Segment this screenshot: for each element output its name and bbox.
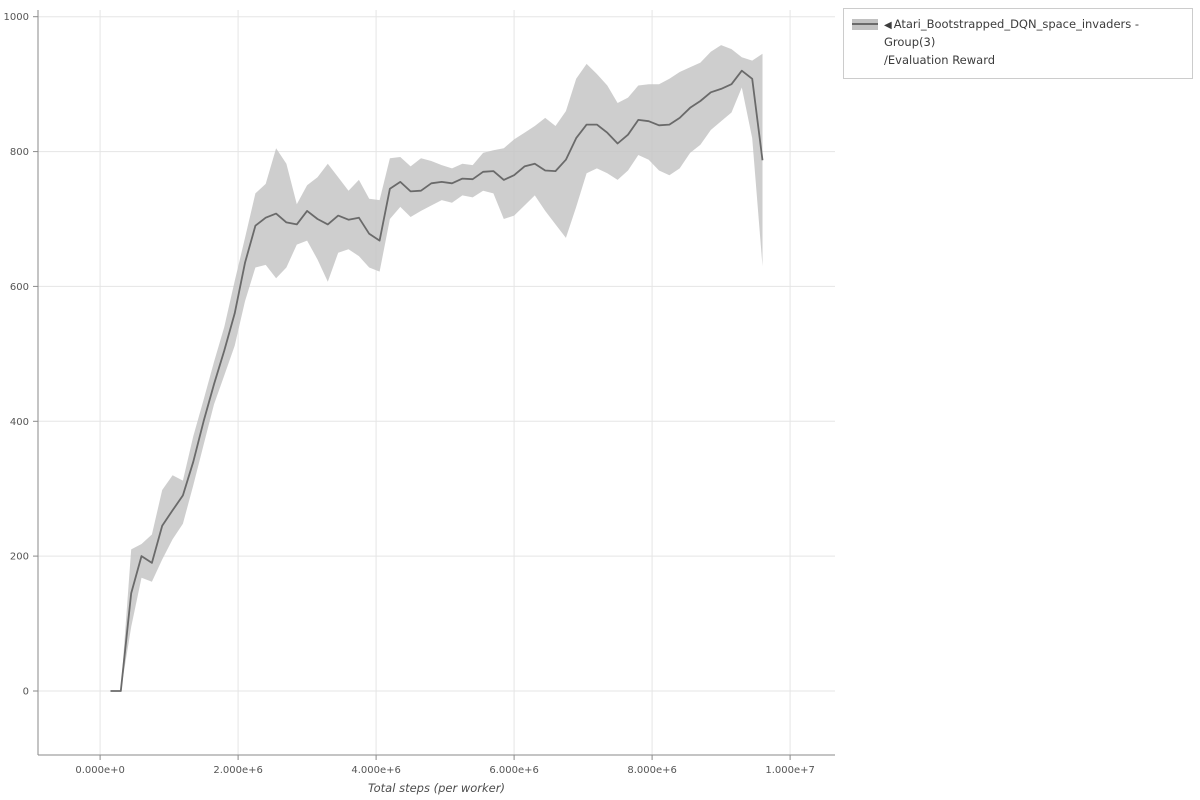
x-tick-label: 0.000e+0 <box>75 765 125 776</box>
y-tick-label: 200 <box>10 552 29 563</box>
y-tick-label: 400 <box>10 417 29 428</box>
legend-entry: ◀ Atari_Bootstrapped_DQN_space_invaders -… <box>852 16 1184 69</box>
triangle-left-marker-icon: ◀ <box>884 20 892 31</box>
x-axis-title: Total steps (per worker) <box>368 781 505 795</box>
legend-label: ◀ Atari_Bootstrapped_DQN_space_invaders -… <box>884 16 1184 69</box>
y-tick-label: 0 <box>23 687 29 698</box>
y-tick-label: 600 <box>10 282 29 293</box>
x-tick-label: 2.000e+6 <box>213 765 263 776</box>
y-tick-label: 800 <box>10 147 29 158</box>
x-axis: 0.000e+0 2.000e+6 4.000e+6 6.000e+6 8.000e+6… <box>38 754 835 776</box>
confidence-band <box>110 45 763 692</box>
x-tick-label: 6.000e+6 <box>489 765 539 776</box>
legend: ◀ Atari_Bootstrapped_DQN_space_invaders -… <box>843 8 1193 80</box>
legend-label-line2: /Evaluation Reward <box>884 52 996 67</box>
x-tick-label: 1.000e+7 <box>765 765 815 776</box>
y-axis: 0 200 400 600 800 1000 <box>4 10 39 755</box>
x-tick-label: 4.000e+6 <box>351 765 401 776</box>
legend-label-line1: Atari_Bootstrapped_DQN_space_invaders - … <box>884 17 1140 49</box>
x-tick-label: 8.000e+6 <box>627 765 677 776</box>
grid-lines <box>38 10 835 755</box>
series-line <box>110 69 764 692</box>
legend-band-line-swatch <box>852 19 878 30</box>
y-tick-label: 1000 <box>4 12 29 23</box>
